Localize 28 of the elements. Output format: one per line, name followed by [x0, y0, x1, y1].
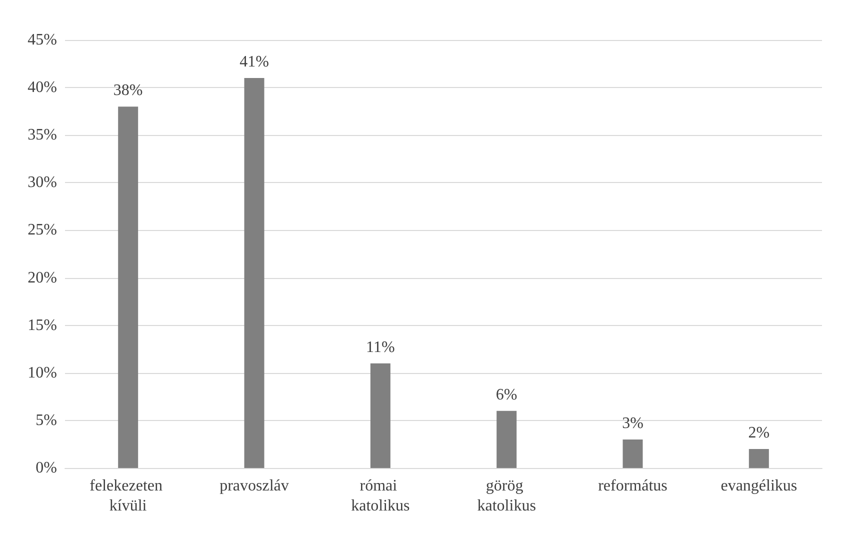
y-tick-label: 10%	[28, 364, 57, 382]
bar	[370, 363, 390, 468]
data-label: 6%	[496, 386, 518, 404]
x-tick-label: református	[598, 478, 668, 494]
bar	[118, 106, 138, 468]
y-tick-label: 35%	[28, 126, 57, 144]
y-tick-label: 25%	[28, 222, 57, 239]
y-tick-label: 45%	[28, 32, 57, 48]
x-tick-label: felekezeten kívüli	[90, 478, 166, 514]
bar	[244, 78, 264, 468]
data-label: 3%	[622, 414, 644, 432]
y-tick-label: 15%	[28, 316, 57, 334]
bar	[496, 410, 517, 468]
y-tick-label: 0%	[36, 460, 57, 476]
data-label: 41%	[240, 54, 269, 71]
y-tick-label: 30%	[28, 174, 57, 192]
y-tick-label: 20%	[28, 269, 57, 286]
x-tick-label: evangélikus	[720, 478, 798, 494]
x-tick-label: római katolikus	[351, 478, 410, 514]
x-tick-label: pravoszláv	[220, 478, 289, 494]
bar	[748, 448, 769, 468]
data-label: 11%	[366, 338, 395, 356]
data-label: 38%	[113, 82, 143, 100]
y-tick-label: 5%	[36, 412, 57, 429]
x-tick-label: görög katolikus	[477, 478, 536, 514]
bar	[622, 439, 643, 468]
y-tick-label: 40%	[28, 79, 57, 96]
data-label: 2%	[748, 424, 770, 442]
